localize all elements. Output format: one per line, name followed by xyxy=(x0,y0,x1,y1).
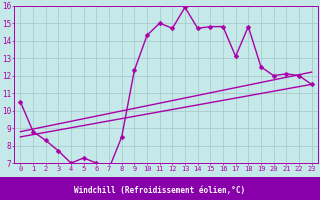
Text: Windchill (Refroidissement éolien,°C): Windchill (Refroidissement éolien,°C) xyxy=(75,186,245,195)
